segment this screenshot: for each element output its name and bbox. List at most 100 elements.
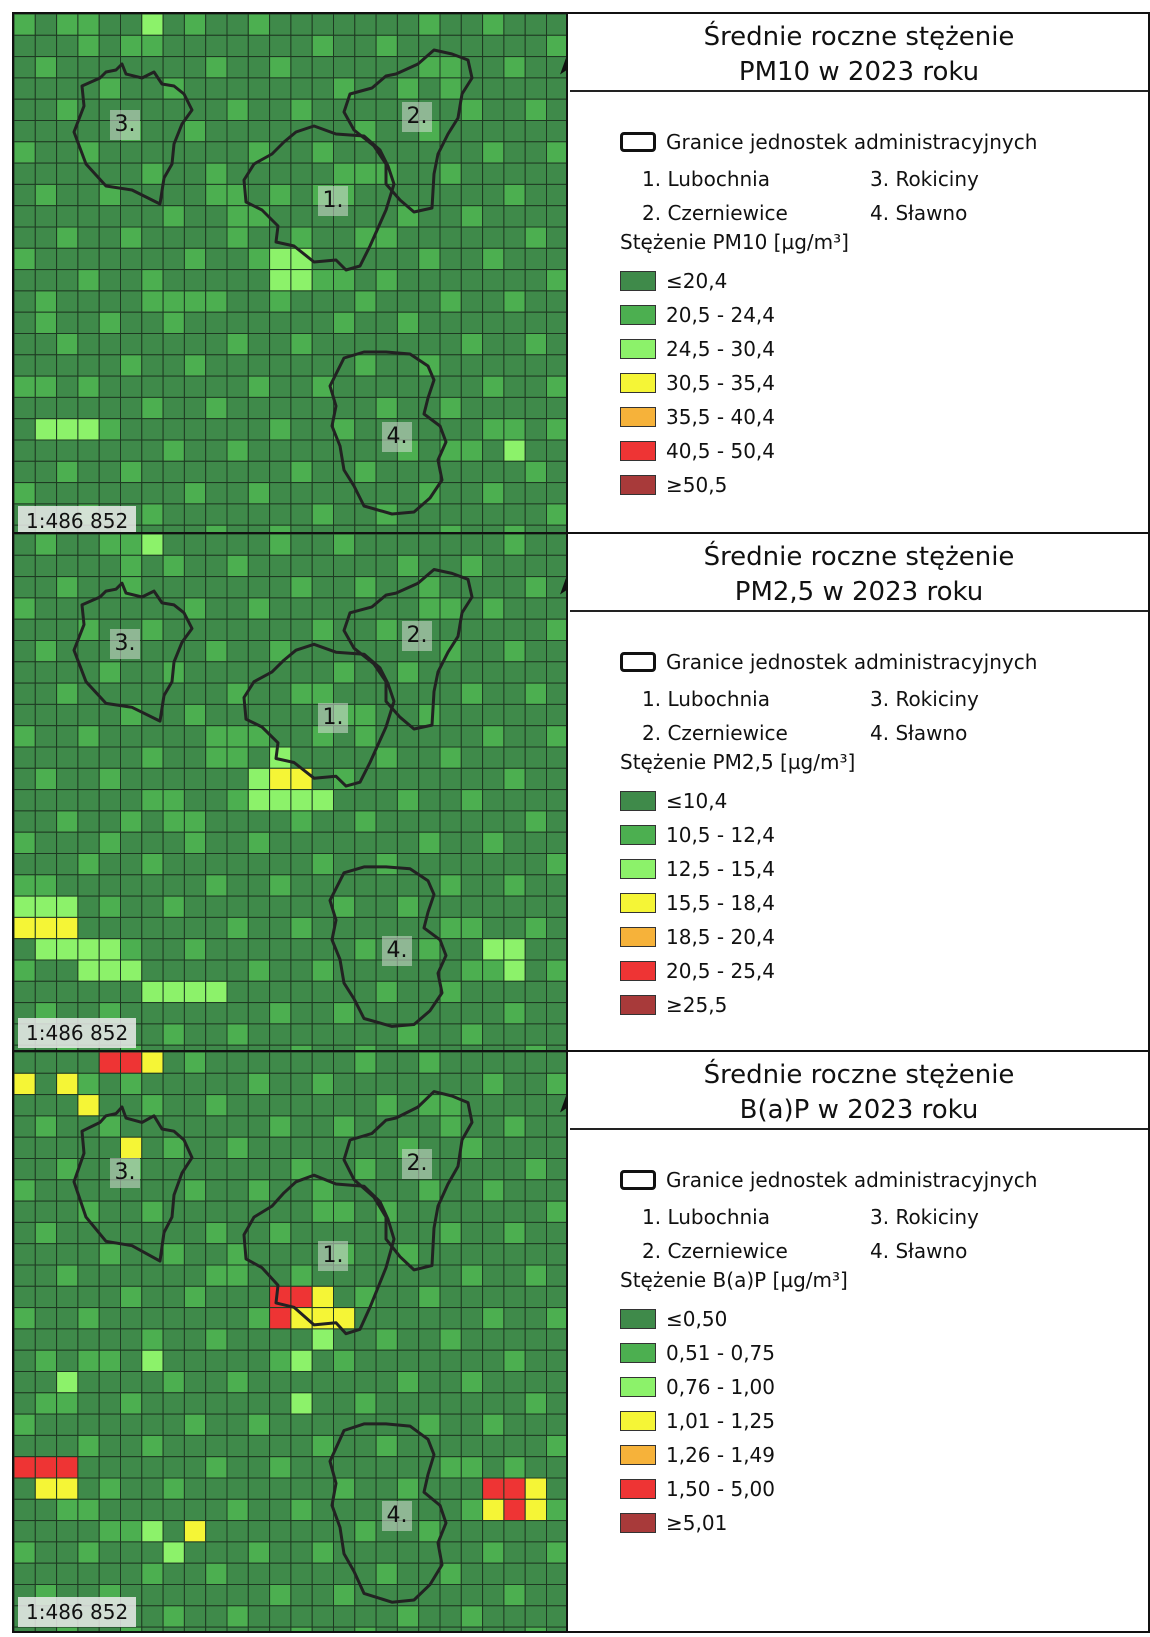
grid-cell xyxy=(269,576,292,599)
grid-cell xyxy=(418,1626,441,1631)
grid-cell xyxy=(120,205,143,228)
grid-cell xyxy=(439,853,462,876)
grid-cell xyxy=(460,1158,484,1181)
grid-cell xyxy=(14,98,36,121)
grid-cell xyxy=(396,1349,420,1373)
grid-cell xyxy=(141,354,164,377)
grid-cell xyxy=(396,205,420,228)
grid-cell xyxy=(98,1349,121,1373)
grid-cell xyxy=(120,767,143,791)
grid-cell xyxy=(439,269,462,292)
grid-cell xyxy=(375,1094,398,1117)
grid-cell xyxy=(77,534,100,556)
grid-cell xyxy=(34,77,58,100)
grid-cell xyxy=(247,1072,271,1096)
grid-cell xyxy=(524,1605,548,1628)
grid-cell xyxy=(34,959,58,982)
grid-cell xyxy=(141,439,164,462)
grid-cell xyxy=(34,311,58,335)
class-row: 1,50 - 5,00 xyxy=(620,1472,775,1506)
grid-cell xyxy=(482,1477,505,1500)
grid-cell xyxy=(247,503,271,526)
concentration-title: Stężenie PM2,5 [µg/m³] xyxy=(620,750,856,774)
grid-cell xyxy=(56,460,79,484)
scale-label: 1:486 852 xyxy=(18,1018,137,1048)
grid-cell xyxy=(439,162,462,185)
grid-cell xyxy=(247,1002,271,1025)
grid-cell xyxy=(503,98,526,121)
grid-cell xyxy=(226,1072,249,1096)
grid-cell xyxy=(333,77,356,100)
grid-cell xyxy=(141,1626,164,1631)
grid-cell xyxy=(290,460,313,484)
grid-cell xyxy=(439,1264,462,1287)
grid-cell xyxy=(183,1413,207,1436)
grid-cell xyxy=(120,396,143,420)
grid-cell xyxy=(290,333,313,356)
grid-cell xyxy=(162,1371,185,1394)
grid-cell xyxy=(503,1072,526,1096)
grid-cell xyxy=(34,597,58,620)
grid-cell xyxy=(205,354,228,377)
grid-cell xyxy=(546,1498,566,1522)
grid-cell xyxy=(56,141,79,164)
grid-cell xyxy=(524,354,548,377)
grid-cell xyxy=(205,375,228,398)
grid-cell xyxy=(183,661,207,684)
grid-cell xyxy=(333,1626,356,1631)
grid-cell xyxy=(482,375,505,398)
grid-cell xyxy=(98,789,121,812)
boundary-label: Granice jednostek administracyjnych xyxy=(666,1168,1038,1192)
grid-cell xyxy=(162,597,185,620)
grid-cell xyxy=(226,1456,249,1479)
grid-cell xyxy=(226,482,249,505)
grid-cell xyxy=(375,1002,398,1025)
grid-cell xyxy=(247,311,271,335)
grid-cell xyxy=(34,141,58,164)
grid-cell xyxy=(524,56,548,79)
class-label: 1,50 - 5,00 xyxy=(666,1477,775,1501)
grid-cell xyxy=(205,34,228,58)
grid-cell xyxy=(14,162,36,185)
unit-2: 2. Czerniewice xyxy=(642,1239,788,1263)
grid-cell xyxy=(524,895,548,918)
grid-cell xyxy=(120,1052,143,1074)
grid-cell xyxy=(375,1158,398,1181)
grid-cell xyxy=(290,34,313,58)
grid-cell xyxy=(269,162,292,185)
grid-cell xyxy=(354,1371,377,1394)
grid-cell xyxy=(546,1392,566,1415)
grid-cell xyxy=(247,1541,271,1564)
grid-cell xyxy=(226,831,249,855)
grid-cell xyxy=(375,311,398,335)
grid-cell xyxy=(34,34,58,58)
grid-cell xyxy=(524,1584,548,1607)
grid-cell xyxy=(247,534,271,556)
grid-cell xyxy=(482,56,505,79)
grid-cell xyxy=(162,290,185,313)
grid-cell xyxy=(524,1392,548,1415)
grid-cell xyxy=(269,682,292,705)
grid-cell xyxy=(396,1371,420,1394)
grid-cell xyxy=(141,1285,164,1309)
grid-cell xyxy=(269,1371,292,1394)
grid-cell xyxy=(354,1094,377,1117)
grid-cell xyxy=(439,311,462,335)
grid-cell xyxy=(290,14,313,36)
grid-cell xyxy=(205,460,228,484)
class-swatch xyxy=(620,859,656,879)
grid-cell xyxy=(354,418,377,441)
grid-cell xyxy=(482,661,505,684)
grid-cell xyxy=(290,1023,313,1046)
class-row: 20,5 - 24,4 xyxy=(620,298,775,332)
grid-cell xyxy=(333,226,356,249)
grid-cell xyxy=(269,1477,292,1500)
grid-cell xyxy=(354,810,377,833)
grid-cell xyxy=(34,56,58,79)
grid-cell xyxy=(98,1285,121,1309)
grid-cell xyxy=(333,14,356,36)
grid-cell xyxy=(396,162,420,185)
grid-cell xyxy=(34,98,58,121)
grid-cell xyxy=(162,1392,185,1415)
grid-cell xyxy=(524,661,548,684)
